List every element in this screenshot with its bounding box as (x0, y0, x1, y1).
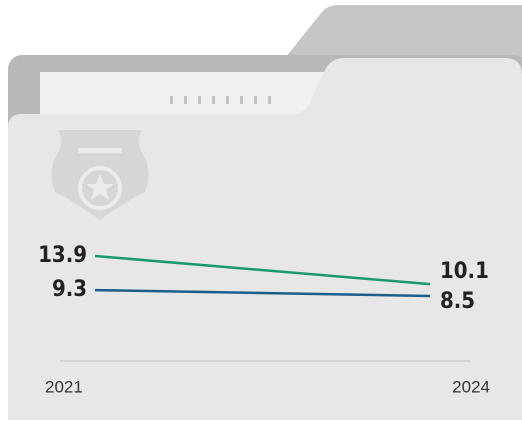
paper-marks (170, 96, 271, 104)
x-tick-label: 2021 (45, 377, 83, 396)
slope-line (94, 288, 431, 298)
value-label: 10.1 (440, 259, 489, 284)
value-label: 8.5 (440, 289, 475, 314)
value-label: 9.3 (52, 277, 87, 302)
value-label: 13.9 (38, 243, 87, 268)
x-tick-label: 2024 (452, 377, 490, 396)
folder-back-tab (285, 5, 522, 62)
badge-icon (51, 130, 149, 220)
slope-line (94, 254, 431, 286)
